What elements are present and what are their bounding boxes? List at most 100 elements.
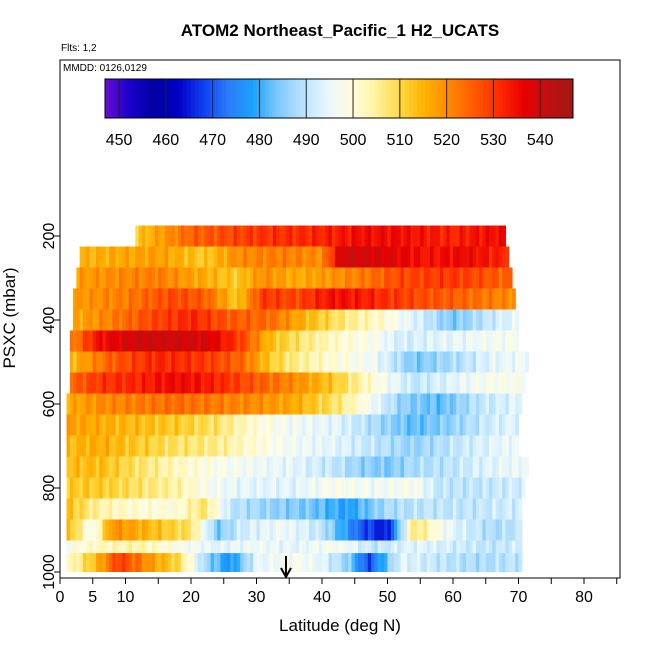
heatmap-cell bbox=[472, 414, 477, 436]
heatmap-cell bbox=[158, 330, 163, 352]
colorbar-swatch bbox=[214, 79, 219, 118]
heatmap-cell bbox=[295, 553, 300, 572]
heatmap-cell bbox=[312, 498, 317, 520]
heatmap-cell bbox=[243, 267, 248, 289]
heatmap-cell bbox=[305, 498, 310, 520]
colorbar-swatch bbox=[264, 79, 270, 118]
heatmap-cell bbox=[426, 477, 431, 499]
heatmap-cell bbox=[249, 519, 254, 541]
heatmap-cell bbox=[433, 477, 438, 499]
heatmap-cell bbox=[302, 498, 307, 520]
heatmap-cell bbox=[299, 225, 303, 247]
heatmap-cell bbox=[118, 288, 123, 310]
heatmap-cell bbox=[312, 393, 317, 415]
heatmap-cell bbox=[482, 225, 487, 247]
heatmap-cell bbox=[505, 393, 510, 415]
heatmap-cell bbox=[66, 553, 71, 572]
heatmap-cell bbox=[449, 225, 454, 247]
heatmap-cell bbox=[433, 393, 438, 415]
heatmap-cell bbox=[367, 456, 372, 478]
heatmap-cell bbox=[233, 309, 238, 331]
heatmap-cell bbox=[132, 477, 136, 499]
heatmap-cell bbox=[397, 477, 402, 499]
heatmap-cell bbox=[168, 309, 172, 331]
heatmap-cell bbox=[495, 330, 500, 352]
heatmap-cell bbox=[210, 393, 215, 415]
heatmap-cell bbox=[351, 351, 356, 373]
heatmap-cell bbox=[168, 372, 172, 394]
heatmap-cell bbox=[128, 456, 133, 478]
heatmap-cell bbox=[82, 309, 87, 331]
heatmap-cell bbox=[177, 372, 182, 394]
heatmap-cell bbox=[505, 414, 510, 436]
heatmap-cell bbox=[207, 519, 212, 541]
colorbar-swatch bbox=[124, 79, 129, 118]
heatmap-cell bbox=[328, 477, 333, 499]
heatmap-cell bbox=[400, 414, 405, 436]
heatmap-cell bbox=[328, 553, 333, 572]
heatmap-cell bbox=[295, 414, 300, 436]
heatmap-cell bbox=[79, 309, 84, 331]
heatmap-cell bbox=[168, 456, 172, 478]
heatmap-cell bbox=[109, 267, 114, 289]
colorbar-swatch bbox=[483, 79, 488, 118]
heatmap-cell bbox=[403, 519, 408, 541]
heatmap-cell bbox=[249, 540, 254, 562]
heatmap-cell bbox=[371, 540, 376, 562]
heatmap-cell bbox=[282, 225, 287, 247]
heatmap-cell bbox=[207, 435, 212, 457]
colorbar-swatch bbox=[159, 79, 164, 118]
heatmap-cell bbox=[292, 456, 297, 478]
heatmap-cell bbox=[505, 372, 510, 394]
heatmap-cell bbox=[322, 435, 326, 457]
heatmap-cell bbox=[181, 288, 186, 310]
heatmap-cell bbox=[230, 288, 235, 310]
heatmap-cell bbox=[456, 351, 461, 373]
heatmap-cell bbox=[289, 435, 294, 457]
heatmap-cell bbox=[348, 267, 353, 289]
heatmap-cell bbox=[204, 246, 208, 268]
heatmap-cell bbox=[86, 477, 91, 499]
heatmap-cell bbox=[344, 477, 349, 499]
heatmap-cell bbox=[122, 519, 127, 541]
heatmap-cell bbox=[141, 246, 146, 268]
heatmap-cell bbox=[511, 330, 516, 352]
heatmap-cell bbox=[89, 330, 94, 352]
heatmap-cell bbox=[76, 309, 81, 331]
heatmap-cell bbox=[511, 477, 516, 499]
heatmap-cell bbox=[263, 351, 267, 373]
heatmap-cell bbox=[109, 351, 114, 373]
heatmap-cell bbox=[344, 246, 349, 268]
pressure-level-strip bbox=[69, 372, 526, 394]
heatmap-cell bbox=[292, 246, 297, 268]
heatmap-cell bbox=[328, 435, 333, 457]
heatmap-cell bbox=[410, 288, 415, 310]
x-tick-label: 70 bbox=[510, 589, 528, 606]
heatmap-cell bbox=[387, 498, 392, 520]
heatmap-cell bbox=[308, 553, 313, 572]
heatmap-cell bbox=[485, 414, 490, 436]
heatmap-cell bbox=[430, 330, 434, 352]
heatmap-cell bbox=[416, 540, 421, 562]
colorbar-swatch bbox=[186, 79, 192, 118]
heatmap-cell bbox=[82, 330, 87, 352]
heatmap-cell bbox=[413, 414, 418, 436]
heatmap-cell bbox=[479, 498, 484, 520]
heatmap-cell bbox=[125, 288, 130, 310]
heatmap-cell bbox=[171, 435, 176, 457]
heatmap-cell bbox=[453, 477, 457, 499]
heatmap-cell bbox=[164, 351, 169, 373]
heatmap-cell bbox=[492, 435, 497, 457]
heatmap-cell bbox=[263, 372, 267, 394]
heatmap-cell bbox=[367, 498, 372, 520]
heatmap-cell bbox=[240, 414, 245, 436]
heatmap-cell bbox=[433, 414, 438, 436]
heatmap-cell bbox=[171, 393, 176, 415]
heatmap-cell bbox=[364, 372, 369, 394]
heatmap-cell bbox=[485, 393, 490, 415]
heatmap-cell bbox=[312, 456, 317, 478]
heatmap-cell bbox=[466, 330, 470, 352]
heatmap-cell bbox=[394, 288, 398, 310]
heatmap-cell bbox=[266, 519, 271, 541]
heatmap-cell bbox=[354, 540, 359, 562]
